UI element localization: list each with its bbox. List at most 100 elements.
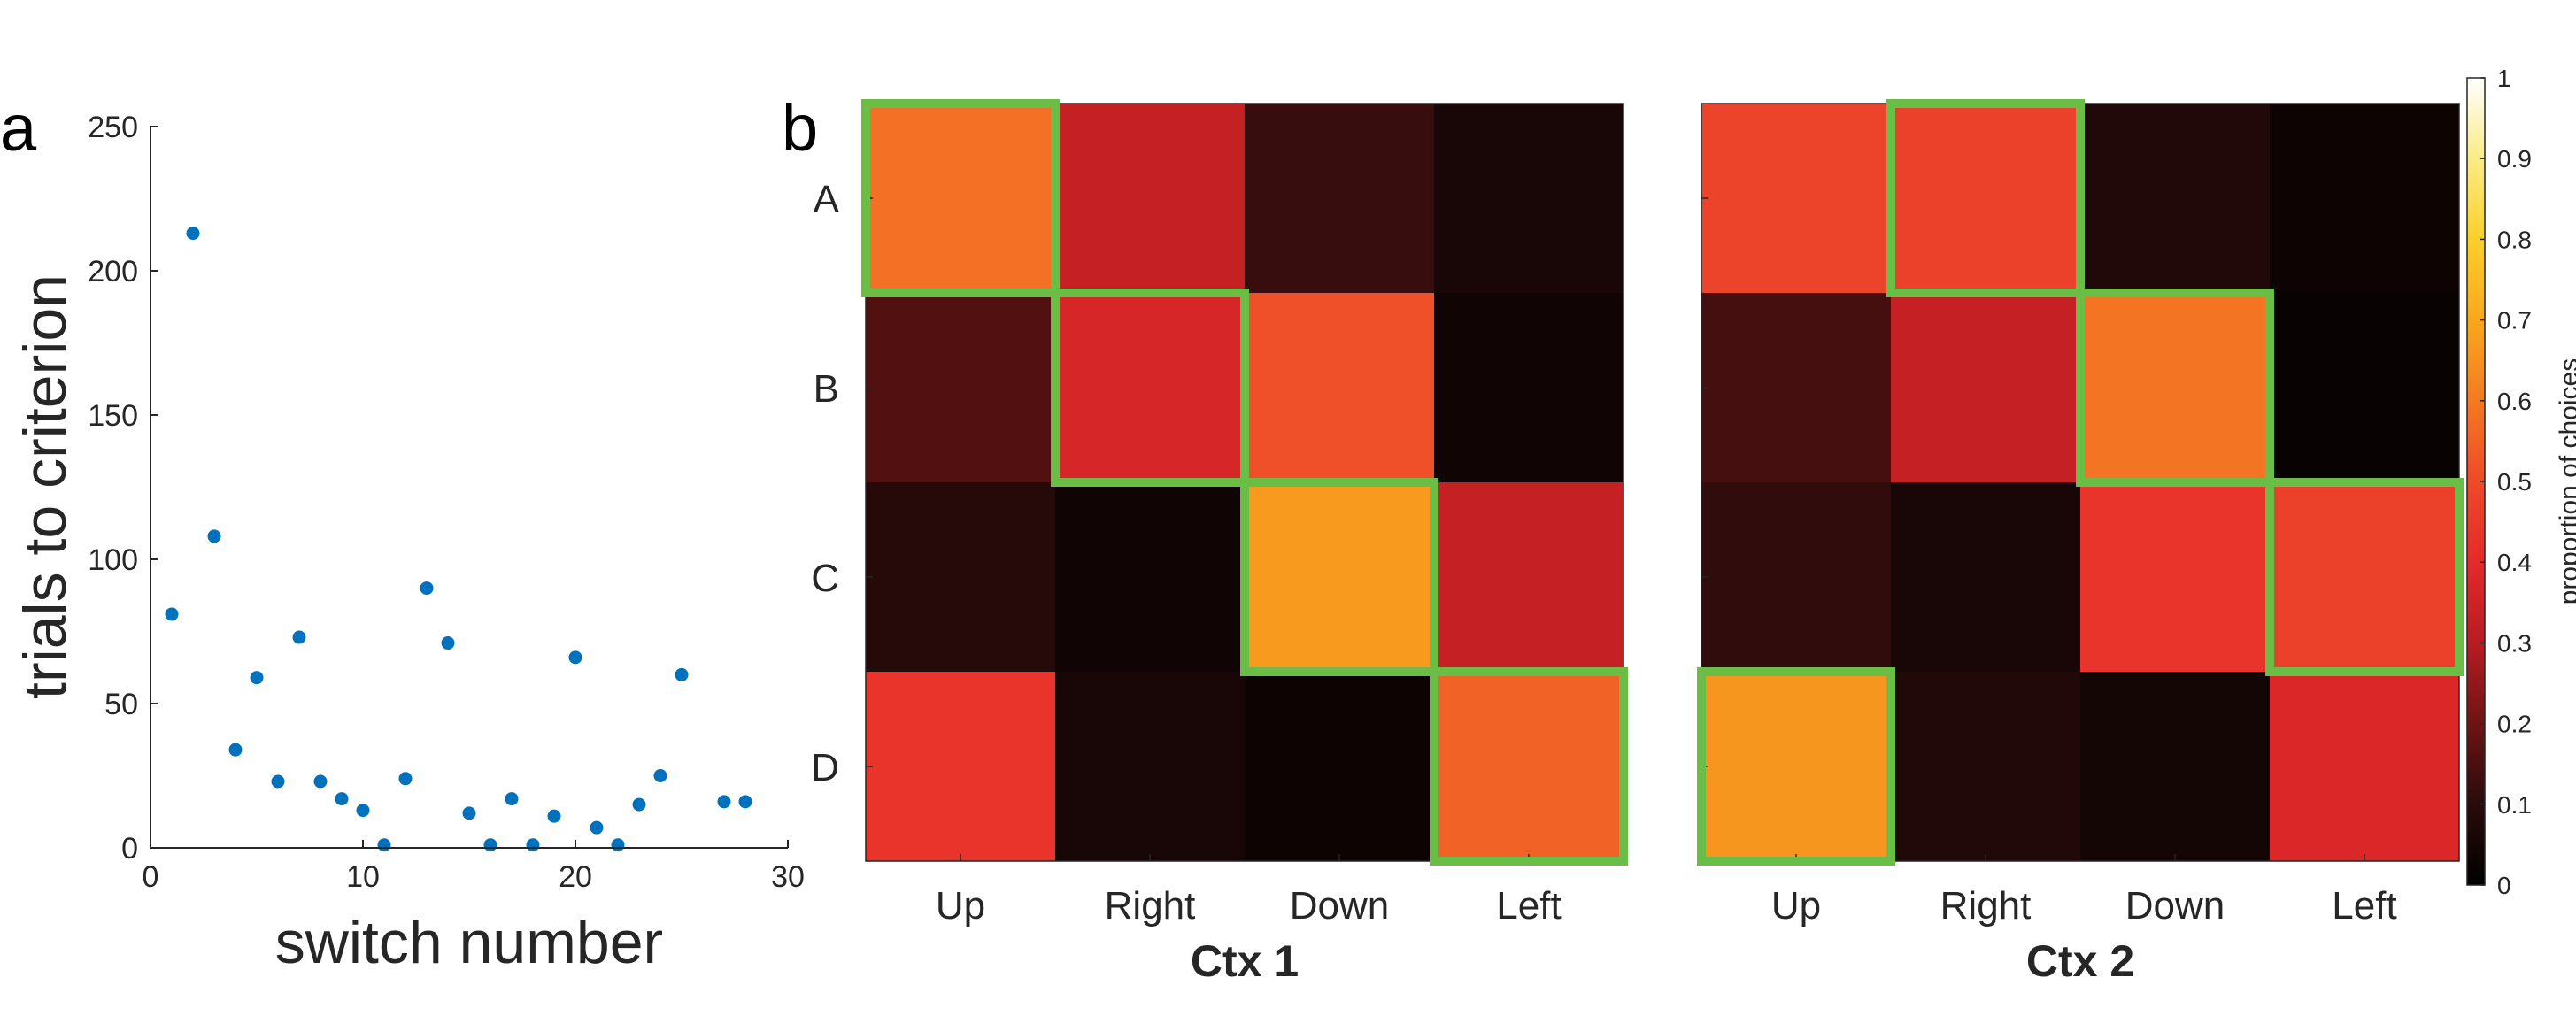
heatmap-cell-D-Right (1891, 672, 2081, 862)
colorbar-title: proportion of choices (2555, 358, 2576, 605)
column-label-up: Up (936, 884, 985, 927)
highlight-box (1240, 478, 1438, 676)
heatmap-cell-B-Up (866, 293, 1056, 483)
heatmap-cell-A-Up (866, 104, 1056, 294)
heatmap-cell-A-Left (1434, 104, 1624, 294)
scatter-point (271, 774, 285, 789)
context-title: Ctx 2 (2026, 936, 2134, 986)
heatmap-cell-C-Right (1891, 482, 2081, 673)
scatter-points (165, 227, 752, 852)
scatter-point (186, 227, 200, 241)
scatter-point (632, 797, 646, 812)
heatmap-cell-D-Left (2270, 672, 2460, 862)
column-label-left: Left (2332, 884, 2396, 927)
scatter-point (313, 774, 328, 789)
colorbar-tick-label: 0.7 (2497, 307, 2532, 335)
heatmap-cell-A-Right (1891, 104, 2081, 294)
scatter-point (462, 806, 476, 820)
scatter-point (547, 809, 561, 823)
heatmap-cell-B-Up (1701, 293, 1892, 483)
y-tick-label: 250 (88, 111, 138, 144)
colorbar-tick-label: 0.4 (2497, 549, 2532, 576)
colorbar-tick-label: 1 (2497, 65, 2511, 92)
scatter-point (228, 743, 243, 757)
colorbar-tick-label: 0.1 (2497, 791, 2532, 819)
heatmap-cell-C-Left (2270, 482, 2460, 673)
scatter-point (335, 792, 349, 806)
panel-letter-b: b (782, 91, 818, 165)
column-label-down: Down (2125, 884, 2225, 927)
heatmap-cell-B-Right (1055, 293, 1246, 483)
scatter-y-axis-title: trials to criterion (12, 274, 79, 699)
scatter-plot: 0 10 20 30 0 50 100 150 200 250 switch number tri… (12, 111, 805, 976)
x-tick-label: 30 (771, 860, 805, 894)
y-tick-label: 0 (121, 832, 138, 866)
column-label-down: Down (1290, 884, 1390, 927)
scatter-axes (150, 127, 788, 849)
y-tick-label: 100 (88, 543, 138, 577)
highlight-box (1430, 667, 1628, 866)
scatter-point (420, 581, 434, 596)
scatter-point (738, 795, 752, 809)
heatmap-cell-D-Down (2080, 672, 2271, 862)
scatter-point (653, 769, 667, 782)
colorbar-ticks: 0 0.1 0.2 0.3 0.4 0.5 0.6 0.7 0.8 0.9 1 (2480, 65, 2532, 899)
heatmap-cell-C-Up (866, 482, 1056, 673)
x-tick-label: 10 (346, 860, 380, 894)
colorbar: 0 0.1 0.2 0.3 0.4 0.5 0.6 0.7 0.8 0.9 1 proportion… (2466, 65, 2576, 899)
scatter-point (675, 667, 689, 681)
scatter-point (526, 838, 540, 852)
heatmap-cell-D-Left (1434, 672, 1624, 862)
highlight-box (1886, 99, 2085, 297)
scatter-point (717, 795, 731, 809)
row-label-A: A (814, 178, 840, 221)
row-label-C: C (811, 557, 839, 600)
row-label-D: D (811, 746, 839, 789)
colorbar-tick-label: 0.9 (2497, 145, 2532, 173)
highlight-box (1697, 667, 1895, 866)
scatter-point (207, 529, 221, 543)
x-tick-label: 0 (143, 860, 159, 894)
highlight-box (2076, 289, 2274, 487)
heatmap-ctx-1: Up Right Down Left Ctx 1 A B C D (811, 99, 1628, 986)
heatmap-cell-D-Down (1245, 672, 1435, 862)
context-title: Ctx 1 (1191, 936, 1299, 986)
scatter-point (568, 650, 582, 665)
scatter-point (441, 636, 455, 650)
scatter-point (377, 838, 391, 852)
heatmap-cell-B-Left (1434, 293, 1624, 483)
highlight-box (861, 99, 1060, 297)
y-tick-label: 50 (104, 688, 138, 721)
scatter-point (356, 804, 370, 818)
heatmap-cell-B-Down (2080, 293, 2271, 483)
column-label-up: Up (1771, 884, 1821, 927)
scatter-point (250, 671, 264, 685)
heatmap-cell-A-Right (1055, 104, 1246, 294)
heatmap-cell-C-Left (1434, 482, 1624, 673)
column-label-left: Left (1496, 884, 1561, 927)
heatmap-cell-D-Up (866, 672, 1056, 862)
colorbar-tick-label: 0.8 (2497, 226, 2532, 253)
row-label-B: B (814, 367, 839, 411)
scatter-x-axis-title: switch number (275, 909, 663, 976)
scatter-point (505, 792, 519, 806)
scatter-point (292, 630, 306, 644)
panel-letter-a: a (0, 91, 37, 165)
heatmap-cell-C-Right (1055, 482, 1246, 673)
heatmap-cell-C-Up (1701, 482, 1892, 673)
colorbar-tick-label: 0.5 (2497, 468, 2532, 496)
heatmap-cell-A-Down (1245, 104, 1435, 294)
heatmap-panels: Up Right Down Left Ctx 1 A B C D Up Right Down Left C… (811, 99, 2464, 986)
heatmap-cell-D-Right (1055, 672, 1246, 862)
colorbar-tick-label: 0.6 (2497, 388, 2532, 415)
heatmap-frame (865, 103, 1624, 862)
heatmap-cell-B-Left (2270, 293, 2460, 483)
scatter-ticks: 0 10 20 30 0 50 100 150 200 250 (88, 111, 805, 894)
scatter-point (398, 772, 413, 786)
colorbar-tick-label: 0.2 (2497, 711, 2532, 738)
heatmap-cell-A-Left (2270, 104, 2460, 294)
colorbar-tick-label: 0.3 (2497, 629, 2532, 657)
heatmap-cell-D-Up (1701, 672, 1892, 862)
heatmap-ctx-2: Up Right Down Left Ctx 2 (1697, 99, 2464, 986)
heatmap-cell-A-Down (2080, 104, 2271, 294)
